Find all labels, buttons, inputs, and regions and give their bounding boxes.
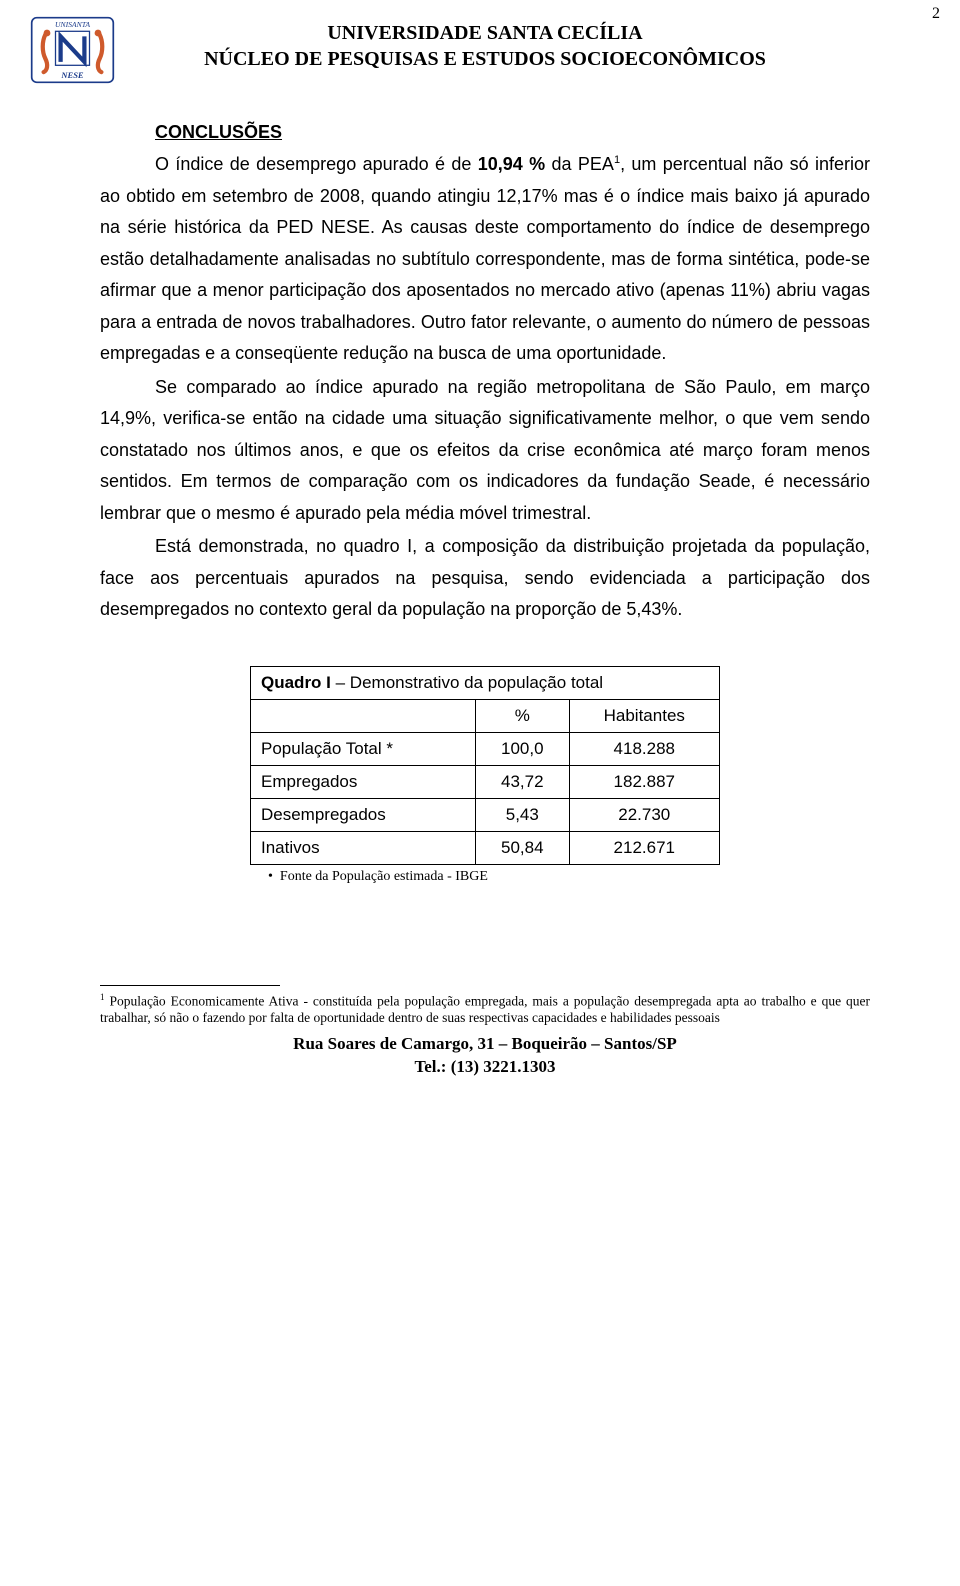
row-label: População Total * (251, 732, 476, 765)
footnote-1: 1 População Economicamente Ativa - const… (100, 992, 870, 1027)
paragraph-3: Está demonstrada, no quadro I, a composi… (100, 531, 870, 626)
row-label: Desempregados (251, 798, 476, 831)
p1-part-a: O índice de desemprego apurado é de (155, 154, 478, 174)
paragraph-1: O índice de desemprego apurado é de 10,9… (100, 149, 870, 370)
quadro-i-table: Quadro I – Demonstrativo da população to… (250, 666, 720, 865)
institution-logo: UNISANTA NESE (30, 15, 115, 85)
table-header-hab: Habitantes (569, 699, 719, 732)
row-hab: 182.887 (569, 765, 719, 798)
row-pct: 50,84 (476, 831, 569, 864)
row-pct: 5,43 (476, 798, 569, 831)
page-number: 2 (932, 5, 940, 23)
section-title: CONCLUSÕES (100, 122, 870, 143)
logo-bottom-text: NESE (60, 70, 84, 80)
footnote-text: População Economicamente Ativa - constit… (100, 993, 870, 1025)
footnote-separator (100, 985, 280, 986)
row-hab: 22.730 (569, 798, 719, 831)
row-hab: 212.671 (569, 831, 719, 864)
table-header-pct: % (476, 699, 569, 732)
row-pct: 100,0 (476, 732, 569, 765)
row-label: Inativos (251, 831, 476, 864)
p1-bold: 10,94 % (478, 154, 545, 174)
table-caption-rest: – Demonstrativo da população total (331, 673, 603, 692)
page-header: UNISANTA NESE UNIVERSIDADE SANTA CECÍLIA… (100, 20, 870, 72)
row-pct: 43,72 (476, 765, 569, 798)
footer-address: Rua Soares de Camargo, 31 – Boqueirão – … (100, 1033, 870, 1056)
table-note-text: Fonte da População estimada - IBGE (280, 869, 488, 884)
bullet-icon: • (268, 869, 273, 884)
table-row: Inativos 50,84 212.671 (251, 831, 720, 864)
table-source-note: • Fonte da População estimada - IBGE (250, 869, 720, 885)
table-row: População Total * 100,0 418.288 (251, 732, 720, 765)
p1-part-c: da PEA (545, 154, 614, 174)
p1-part-d: , um percentual não só inferior ao obtid… (100, 154, 870, 363)
table-header-empty (251, 699, 476, 732)
table-row: Desempregados 5,43 22.730 (251, 798, 720, 831)
table-caption-bold: Quadro I (261, 673, 331, 692)
header-line2: NÚCLEO DE PESQUISAS E ESTUDOS SOCIOECONÔ… (100, 46, 870, 72)
footer-phone: Tel.: (13) 3221.1303 (100, 1056, 870, 1079)
row-label: Empregados (251, 765, 476, 798)
logo-top-text: UNISANTA (55, 20, 90, 29)
header-line1: UNIVERSIDADE SANTA CECÍLIA (100, 20, 870, 46)
table-row: Empregados 43,72 182.887 (251, 765, 720, 798)
paragraph-2: Se comparado ao índice apurado na região… (100, 372, 870, 530)
row-hab: 418.288 (569, 732, 719, 765)
table-caption: Quadro I – Demonstrativo da população to… (251, 666, 720, 699)
page-footer: Rua Soares de Camargo, 31 – Boqueirão – … (100, 1033, 870, 1079)
